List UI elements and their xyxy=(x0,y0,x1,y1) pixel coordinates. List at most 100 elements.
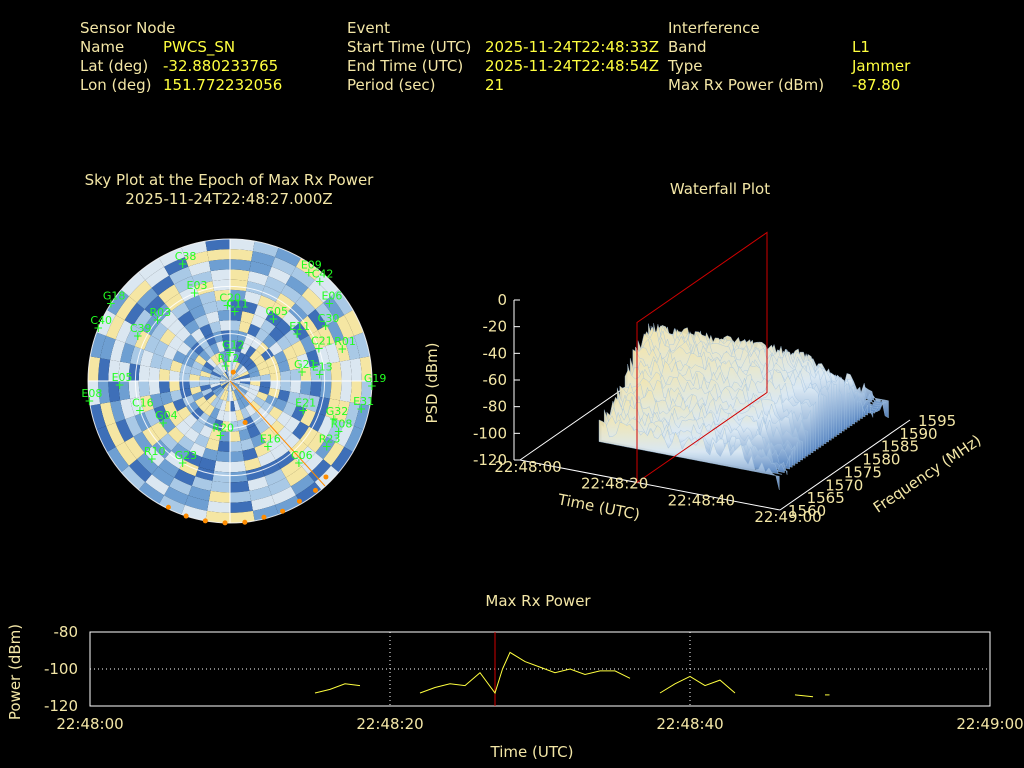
sky-cell xyxy=(236,398,246,410)
sky-cell xyxy=(138,258,165,280)
sky-cell xyxy=(169,266,192,285)
satellite-marker: + xyxy=(337,342,347,356)
satellite-c06: +C06 xyxy=(291,449,313,470)
sky-cell xyxy=(309,365,322,381)
sky-cell xyxy=(202,301,218,315)
sky-cell xyxy=(209,321,222,334)
sky-cell xyxy=(150,421,168,440)
sky-cell xyxy=(287,356,300,371)
sky-cell xyxy=(230,500,253,513)
event-period-value: 21 xyxy=(485,76,505,94)
freq-tick-label: 1585 xyxy=(881,438,919,456)
sky-cell xyxy=(315,302,336,326)
sky-cell xyxy=(210,374,221,380)
sky-cell xyxy=(299,381,312,396)
interference-power-value: -87.80 xyxy=(852,76,901,94)
sky-cell xyxy=(124,302,145,326)
satellite-g23: +G23 xyxy=(175,449,198,470)
sky-cell xyxy=(235,341,244,353)
sky-cell xyxy=(140,395,154,413)
satellite-g18: +G18 xyxy=(103,290,126,311)
satellite-label: R08 xyxy=(331,418,353,431)
satellite-label: G32 xyxy=(326,405,349,418)
sky-cell xyxy=(249,485,272,501)
satellite-marker: + xyxy=(334,425,344,439)
sky-cell xyxy=(144,408,160,427)
sky-cell xyxy=(249,384,260,392)
sky-cell xyxy=(171,301,190,319)
sky-cell xyxy=(247,424,261,439)
sensor-lon-value: 151.772232056 xyxy=(163,76,283,94)
max-rx-y-tick: -100 xyxy=(44,660,78,678)
sky-cell xyxy=(230,450,245,463)
sky-cell xyxy=(315,436,336,460)
freq-axis-line xyxy=(779,419,911,511)
sky-cell xyxy=(212,367,223,376)
sky-cell xyxy=(245,391,257,401)
sky-cell xyxy=(292,322,310,341)
satellite-label: G19 xyxy=(364,372,387,385)
satellite-label: C21 xyxy=(311,335,333,348)
satellite-label: R01 xyxy=(334,335,356,348)
sky-cell xyxy=(230,360,234,372)
jammer-bearing-line xyxy=(229,380,326,487)
satellite-marker: + xyxy=(367,379,377,393)
sky-cell xyxy=(145,266,170,288)
sky-cell xyxy=(230,420,239,432)
satellite-r03: +R03 xyxy=(149,306,171,327)
freq-tick-label: 1565 xyxy=(807,489,845,507)
satellite-marker: + xyxy=(221,359,231,373)
satellite-r10: +R10 xyxy=(144,445,166,466)
satellite-marker: + xyxy=(292,327,302,341)
sky-cell xyxy=(128,381,141,399)
sky-cell xyxy=(251,495,276,511)
max-rx-title: Max Rx Power xyxy=(485,592,591,610)
sky-cell xyxy=(247,365,259,375)
sky-cell xyxy=(230,470,248,483)
sky-cell xyxy=(230,320,241,332)
sky-cell xyxy=(108,381,121,403)
sky-cell xyxy=(230,381,240,387)
sky-cell xyxy=(144,295,165,316)
sky-cell xyxy=(203,361,215,371)
sky-cell xyxy=(144,335,160,354)
satellite-c38: +C38 xyxy=(175,250,197,271)
sky-cell xyxy=(301,287,324,310)
sky-cell xyxy=(216,341,225,353)
sky-cell xyxy=(230,381,240,385)
sensor-node-heading: Sensor Node xyxy=(80,19,176,37)
sensor-lat-label: Lat (deg) xyxy=(80,57,149,75)
sky-cell xyxy=(220,381,230,387)
sky-cell xyxy=(152,439,172,459)
satellite-label: C42 xyxy=(312,267,334,280)
sky-cell xyxy=(231,390,237,401)
sky-cell xyxy=(210,382,221,388)
satellite-r20: +R20 xyxy=(212,421,234,442)
sky-cell xyxy=(237,367,248,376)
sky-cell xyxy=(223,390,229,401)
sky-cell xyxy=(210,396,220,408)
max-rx-line xyxy=(794,694,814,698)
sky-cell xyxy=(136,287,159,310)
sky-cell xyxy=(250,314,266,329)
satellite-e21: +E21 xyxy=(295,397,316,418)
sky-cell xyxy=(226,360,230,372)
satellite-marker: + xyxy=(225,346,235,360)
sky-cell xyxy=(100,402,116,427)
sky-cell xyxy=(197,337,210,350)
sky-cell xyxy=(181,241,208,258)
satellite-marker: + xyxy=(158,416,168,430)
sky-cell xyxy=(262,413,277,428)
sky-cell xyxy=(250,433,266,448)
sky-cell xyxy=(175,326,191,342)
satellite-e08: +E08 xyxy=(81,387,102,408)
satellite-label: E21 xyxy=(295,397,316,410)
sky-cell xyxy=(250,337,263,350)
sky-cell xyxy=(256,407,269,420)
sky-cell xyxy=(177,435,195,452)
sky-cell xyxy=(125,415,143,437)
sky-cell xyxy=(184,295,203,311)
sky-cell xyxy=(235,363,244,374)
sky-cell xyxy=(199,424,213,439)
sky-cell xyxy=(306,395,320,413)
